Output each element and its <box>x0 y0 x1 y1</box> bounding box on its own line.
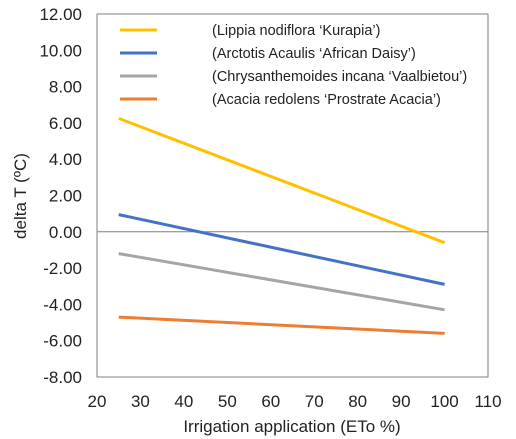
x-tick-label: 110 <box>474 392 501 411</box>
x-axis-tick-labels: 20 30 40 50 60 70 80 90 100 110 <box>88 392 502 411</box>
series-line-3 <box>118 252 445 312</box>
series-line-1 <box>118 116 446 245</box>
x-tick-label: 60 <box>261 392 280 411</box>
legend: (Lippia nodiflora ‘Kurapia’) (Arctotis Ac… <box>120 23 467 108</box>
legend-label: (Acacia redolens ‘Prostrate Acacia’) <box>212 92 441 108</box>
y-tick-label: -4.00 <box>43 295 82 314</box>
plot-area <box>96 13 489 378</box>
x-tick-label: 20 <box>88 392 107 411</box>
x-tick-label: 90 <box>392 392 411 411</box>
y-tick-label: -8.00 <box>43 368 82 387</box>
x-tick-label: 30 <box>131 392 150 411</box>
y-axis-title: delta T (ºC) <box>11 153 30 239</box>
y-tick-label: 12.00 <box>39 5 82 24</box>
series-line-2 <box>118 213 445 286</box>
x-tick-label: 100 <box>430 392 458 411</box>
y-tick-label: 2.00 <box>49 187 82 206</box>
x-tick-label: 80 <box>348 392 367 411</box>
y-tick-label: 4.00 <box>49 150 82 169</box>
y-tick-label: -6.00 <box>43 332 82 351</box>
y-tick-label: -2.00 <box>43 259 82 278</box>
x-tick-label: 40 <box>174 392 193 411</box>
y-axis-tick-labels: 12.00 10.00 8.00 6.00 4.00 2.00 0.00 -2.00 -4.00… <box>39 5 82 387</box>
y-tick-label: 0.00 <box>49 223 82 242</box>
series-lines <box>118 116 446 335</box>
x-axis-title: Irrigation application (ETo %) <box>183 417 400 436</box>
x-tick-label: 70 <box>305 392 324 411</box>
series-line-4 <box>118 315 445 335</box>
legend-label: (Lippia nodiflora ‘Kurapia’) <box>212 23 380 39</box>
legend-label: (Chrysanthemoides incana ‘Vaalbietou’) <box>212 69 467 85</box>
y-tick-label: 6.00 <box>49 114 82 133</box>
legend-label: (Arctotis Acaulis ‘African Daisy’) <box>212 46 416 62</box>
y-tick-label: 8.00 <box>49 78 82 97</box>
x-tick-label: 50 <box>218 392 237 411</box>
y-tick-label: 10.00 <box>39 41 82 60</box>
